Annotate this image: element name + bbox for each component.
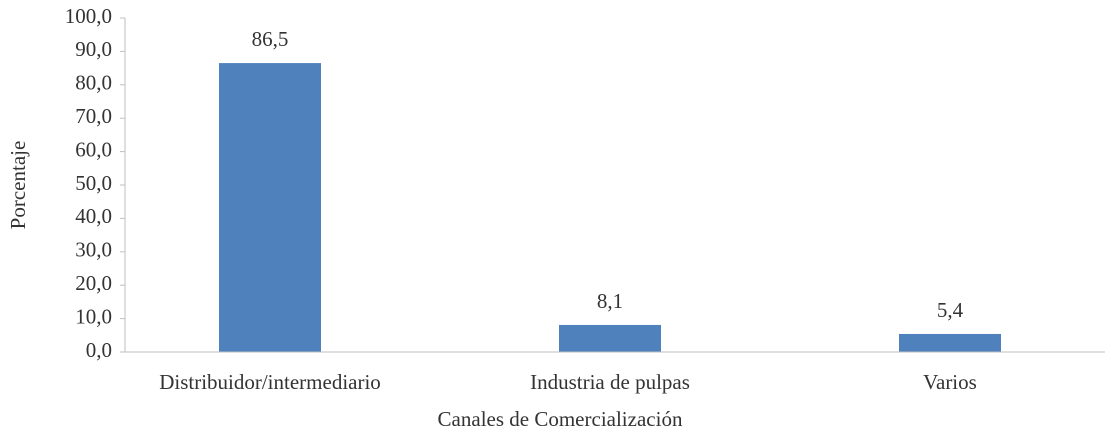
- bar: [219, 63, 321, 353]
- x-tick-label: Industria de pulpas: [530, 370, 690, 394]
- value-label: 5,4: [937, 298, 964, 322]
- y-tick-label: 40,0: [75, 204, 112, 228]
- bar: [899, 333, 1001, 352]
- y-tick-label: 60,0: [75, 137, 112, 161]
- value-label: 86,5: [252, 27, 289, 51]
- bar: [559, 324, 661, 352]
- y-tick-label: 90,0: [75, 37, 112, 61]
- y-tick-label: 50,0: [75, 171, 112, 195]
- y-axis-label: Porcentaje: [6, 141, 30, 230]
- x-axis-label: Canales de Comercialización: [438, 407, 683, 431]
- y-tick-label: 70,0: [75, 104, 112, 128]
- y-tick-label: 30,0: [75, 238, 112, 262]
- y-tick-label: 20,0: [75, 271, 112, 295]
- y-tick-label: 100,0: [65, 4, 112, 28]
- y-tick-label: 0,0: [86, 338, 112, 362]
- x-tick-label: Distribuidor/intermediario: [159, 370, 381, 394]
- y-tick-label: 80,0: [75, 71, 112, 95]
- x-tick-label: Varios: [923, 370, 977, 394]
- y-tick-label: 10,0: [75, 304, 112, 328]
- value-label: 8,1: [597, 289, 623, 313]
